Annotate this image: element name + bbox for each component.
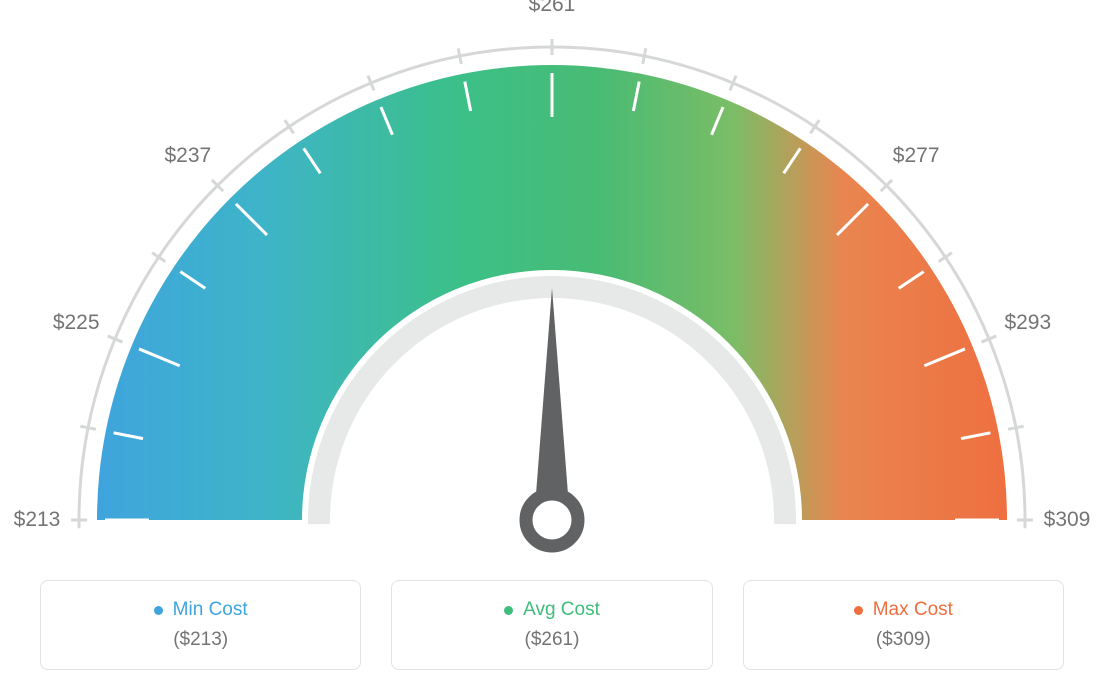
legend-title-max: Max Cost — [854, 599, 953, 621]
legend-label-max: Max Cost — [873, 599, 953, 621]
legend-value-avg: ($261) — [525, 629, 580, 651]
legend-title-min: Min Cost — [154, 599, 248, 621]
legend-label-min: Min Cost — [173, 599, 248, 621]
gauge-tick-label: $293 — [1004, 311, 1051, 335]
gauge-tick-label: $277 — [893, 144, 940, 168]
gauge-tick-label: $261 — [529, 0, 576, 17]
legend-card-min: Min Cost ($213) — [40, 580, 361, 670]
legend-label-avg: Avg Cost — [523, 599, 600, 621]
legend-value-max: ($309) — [876, 629, 931, 651]
dot-icon — [854, 606, 863, 615]
cost-gauge-chart: $213 $225 $237 $261 $277 $293 $309 Min Cost ($… — [0, 0, 1104, 690]
legend-row: Min Cost ($213) Avg Cost ($261) Max Cost… — [0, 580, 1104, 670]
gauge-tick-label: $225 — [53, 311, 100, 335]
legend-card-max: Max Cost ($309) — [743, 580, 1064, 670]
legend-title-avg: Avg Cost — [504, 599, 600, 621]
dot-icon — [154, 606, 163, 615]
gauge-svg — [0, 0, 1104, 560]
gauge-tick-label: $237 — [164, 144, 211, 168]
gauge-tick-label: $213 — [14, 508, 61, 532]
gauge-tick-label: $309 — [1044, 508, 1091, 532]
gauge-area: $213 $225 $237 $261 $277 $293 $309 — [0, 0, 1104, 560]
dot-icon — [504, 606, 513, 615]
legend-value-min: ($213) — [173, 629, 228, 651]
legend-card-avg: Avg Cost ($261) — [391, 580, 712, 670]
